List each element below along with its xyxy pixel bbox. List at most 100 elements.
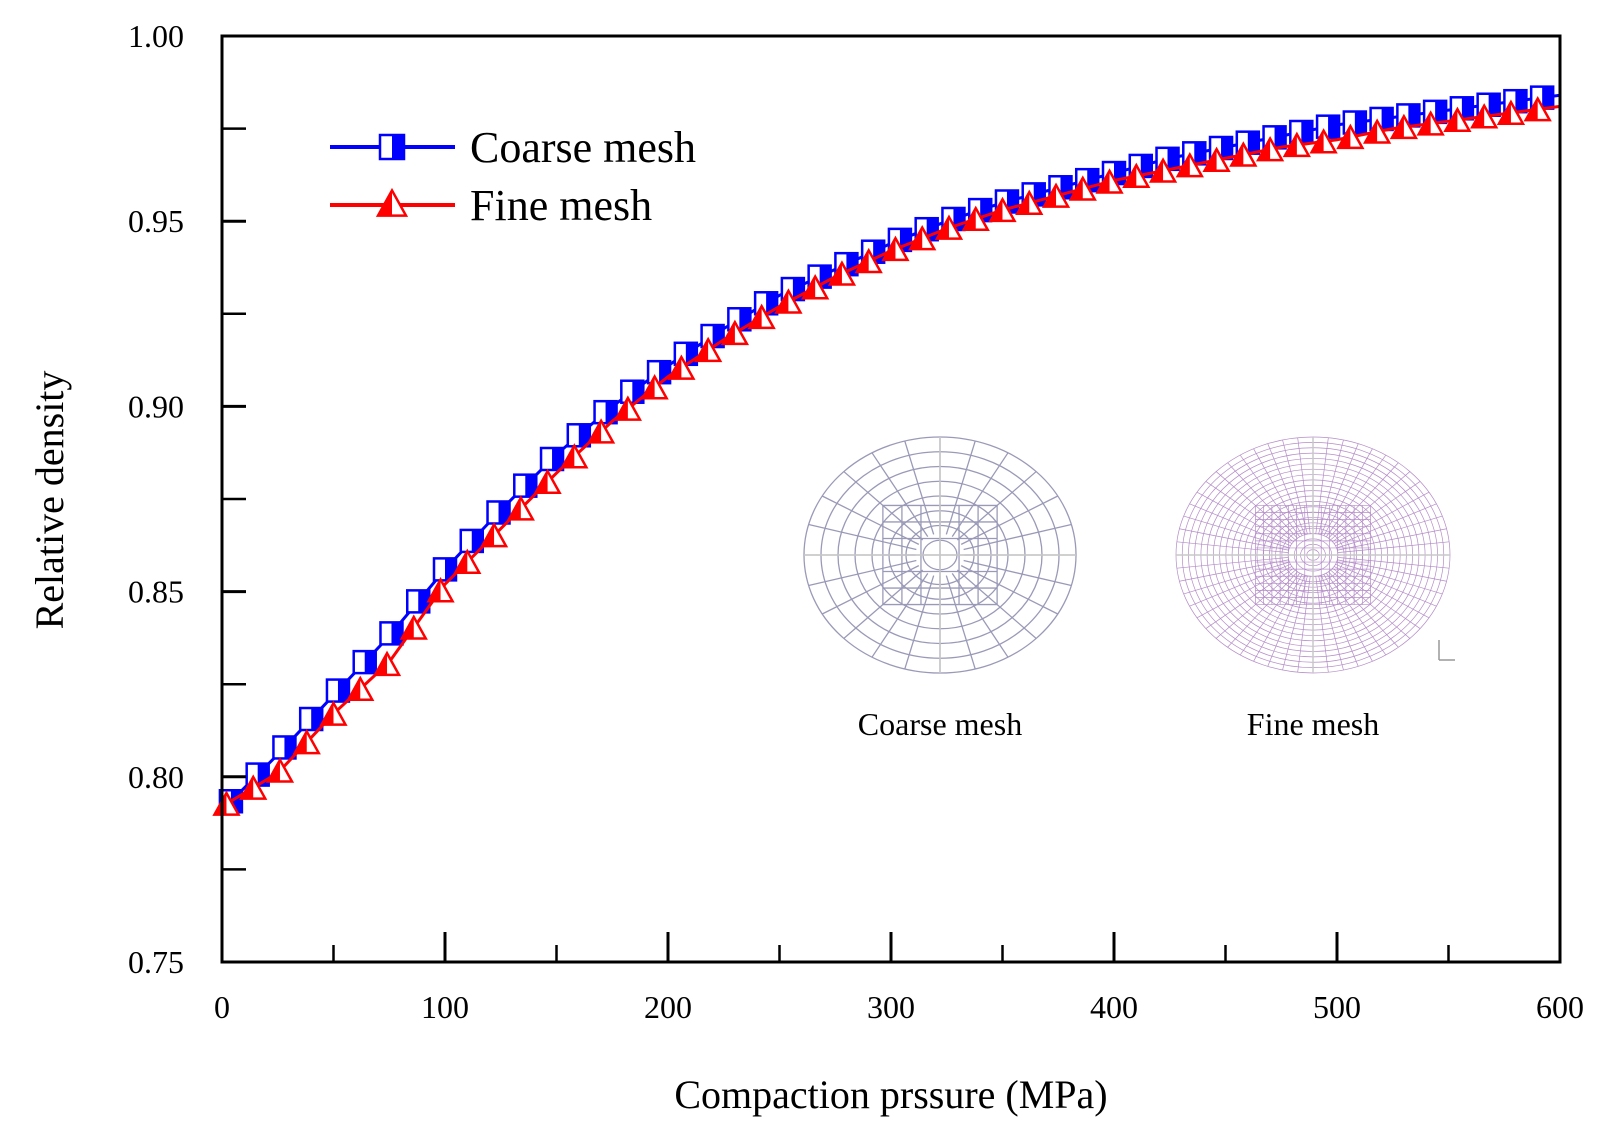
legend-marker xyxy=(378,133,406,161)
mesh-spoke xyxy=(1176,541,1289,553)
data-point xyxy=(453,548,482,575)
plot-frame xyxy=(220,34,1562,964)
data-point xyxy=(239,774,268,800)
mesh-spoke xyxy=(1176,557,1289,569)
mesh-spoke xyxy=(1333,565,1430,619)
mesh-spoke xyxy=(1205,567,1294,629)
legend-label: Fine mesh xyxy=(470,181,652,230)
data-point xyxy=(961,205,990,232)
data-point xyxy=(720,319,750,346)
data-point xyxy=(801,274,830,300)
mesh-spoke xyxy=(1205,481,1294,543)
data-point xyxy=(1229,141,1258,167)
data-point xyxy=(1015,189,1044,216)
mesh-spoke xyxy=(1179,559,1290,582)
mesh-spoke xyxy=(871,452,929,537)
legend-marker xyxy=(375,187,409,217)
mesh-spoke xyxy=(808,523,917,551)
axis-ticks: 0 100 200 300 400 500 600 0.75 0.80 0.85 0.90 0.95 1… xyxy=(128,18,1584,1025)
mesh-spoke xyxy=(904,440,935,535)
x-axis-title: Compaction prssure (MPa) xyxy=(674,1072,1107,1117)
mesh-spoke xyxy=(1227,571,1298,648)
data-point xyxy=(1095,168,1124,194)
data-point xyxy=(1282,131,1311,158)
data-point xyxy=(379,621,404,646)
data-point xyxy=(774,288,803,314)
mesh-spoke xyxy=(1196,565,1293,619)
data-point xyxy=(346,675,375,701)
data-point xyxy=(1041,182,1071,208)
data-point xyxy=(1443,106,1472,133)
series-line xyxy=(220,93,1561,812)
x-tick-label: 600 xyxy=(1536,989,1584,1025)
data-point xyxy=(1175,151,1204,178)
data-point xyxy=(646,359,672,385)
y-tick-label: 0.75 xyxy=(128,944,184,980)
mesh-spoke xyxy=(1189,563,1291,607)
data-point xyxy=(459,528,485,554)
data-point xyxy=(640,374,669,400)
data-point xyxy=(908,225,937,251)
data-point xyxy=(486,500,511,525)
data-point xyxy=(265,757,295,783)
mesh-spoke xyxy=(1179,528,1290,551)
x-tick-label: 100 xyxy=(421,989,469,1025)
mesh-spoke xyxy=(1337,541,1450,553)
mesh-spoke xyxy=(821,495,920,545)
x-tick-label: 400 xyxy=(1090,989,1138,1025)
x-tick-label: 300 xyxy=(867,989,915,1025)
data-point xyxy=(513,473,538,498)
data-point xyxy=(613,395,642,421)
mesh-inset-coarse-mesh: Coarse mesh xyxy=(803,436,1077,742)
mesh-spoke xyxy=(963,523,1072,551)
data-point xyxy=(319,700,348,726)
x-tick-label: 200 xyxy=(644,989,692,1025)
mesh-inset-label: Coarse mesh xyxy=(858,706,1022,742)
data-point xyxy=(479,521,509,548)
mesh-spoke xyxy=(871,573,929,658)
x-tick-label: 0 xyxy=(214,989,230,1025)
mesh-spoke xyxy=(1315,437,1329,534)
mesh-spoke xyxy=(1332,567,1421,629)
legend: Coarse mesh Fine mesh xyxy=(330,123,696,230)
data-point xyxy=(372,650,402,677)
mesh-spoke xyxy=(1333,491,1430,545)
mesh-spoke xyxy=(1282,439,1308,535)
mesh-spoke xyxy=(1328,462,1399,539)
mesh-spoke xyxy=(808,559,917,587)
data-point xyxy=(694,336,723,363)
data-point xyxy=(1255,135,1285,162)
mesh-spoke xyxy=(1328,571,1399,648)
y-tick-label: 0.95 xyxy=(128,203,184,239)
data-point xyxy=(539,446,565,472)
data-point xyxy=(1523,95,1552,122)
legend-entry-fine-mesh: Fine mesh xyxy=(330,181,652,230)
data-point xyxy=(352,649,377,675)
mesh-spoke xyxy=(1337,557,1450,569)
data-point xyxy=(1202,146,1231,173)
mesh-spoke xyxy=(1297,437,1311,534)
data-point xyxy=(272,735,297,760)
mesh-spoke xyxy=(1318,575,1344,671)
data-point xyxy=(426,577,455,603)
mesh-spoke xyxy=(1227,462,1298,539)
mesh-spoke xyxy=(945,440,976,535)
mesh-spoke xyxy=(1196,491,1293,545)
data-point xyxy=(566,423,592,448)
data-point xyxy=(298,706,324,732)
mesh-spoke xyxy=(1189,503,1291,547)
mesh-spoke xyxy=(1335,503,1437,547)
data-point xyxy=(667,354,696,380)
data-point xyxy=(506,495,535,521)
mesh-spoke xyxy=(1253,448,1303,537)
mesh-spoke xyxy=(1325,572,1387,656)
mesh-spoke xyxy=(1282,575,1308,671)
mesh-insets: Coarse mesh Fine mesh xyxy=(803,436,1455,742)
data-point xyxy=(881,235,910,262)
mesh-inset-label: Fine mesh xyxy=(1247,706,1379,742)
data-point xyxy=(292,728,321,755)
legend-label: Coarse mesh xyxy=(470,123,696,172)
mesh-inset-fine-mesh: Fine mesh xyxy=(1175,436,1451,742)
data-point xyxy=(988,196,1017,223)
data-point xyxy=(1363,118,1392,144)
